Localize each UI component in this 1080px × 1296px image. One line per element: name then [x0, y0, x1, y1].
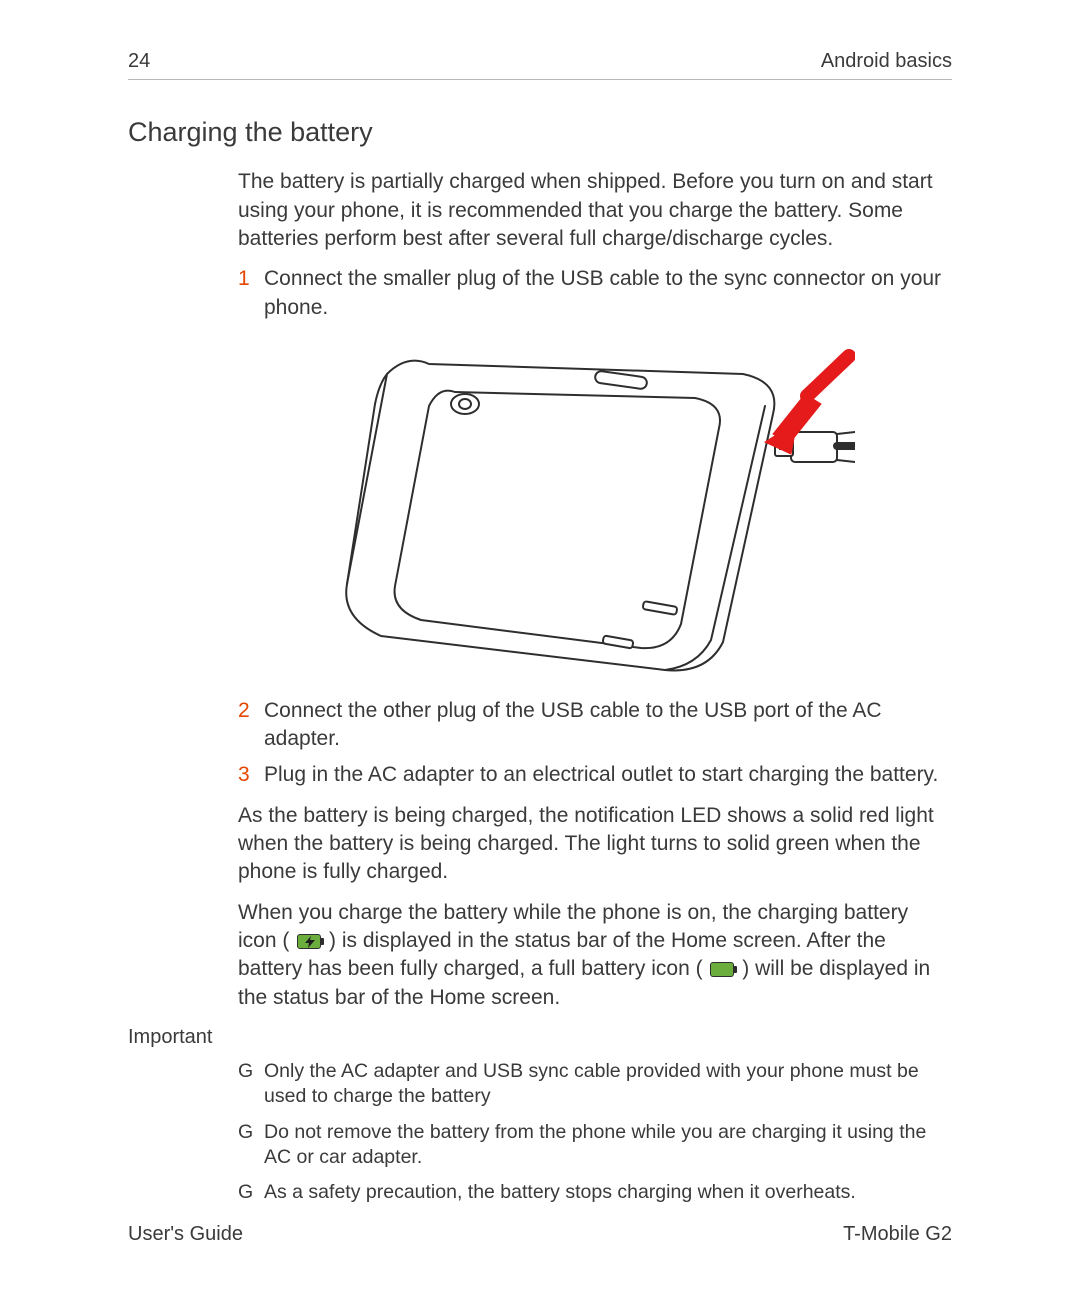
section-title: Charging the battery [128, 114, 952, 150]
steps-list: 1 Connect the smaller plug of the USB ca… [238, 265, 952, 322]
step-number: 2 [238, 697, 264, 754]
step-number: 1 [238, 265, 264, 322]
page-footer: User's Guide T-Mobile G2 [128, 1221, 952, 1248]
important-column: G Only the AC adapter and USB sync cable… [238, 1059, 952, 1206]
footer-left: User's Guide [128, 1221, 243, 1248]
body-column: The battery is partially charged when sh… [238, 168, 952, 1012]
footer-right: T-Mobile G2 [843, 1221, 952, 1248]
step-item: 1 Connect the smaller plug of the USB ca… [238, 265, 952, 322]
full-battery-icon [710, 962, 734, 977]
step-number: 3 [238, 761, 264, 789]
important-list: G Only the AC adapter and USB sync cable… [238, 1059, 952, 1206]
bullet-text: Only the AC adapter and USB sync cable p… [264, 1059, 952, 1110]
important-label: Important [128, 1024, 952, 1051]
page-header: 24 Android basics [128, 48, 952, 80]
step-item: 2 Connect the other plug of the USB cabl… [238, 697, 952, 754]
bullet-marker: G [238, 1180, 264, 1205]
step-text: Connect the smaller plug of the USB cabl… [264, 265, 952, 322]
phone-usb-figure [335, 334, 855, 682]
chapter-title: Android basics [821, 48, 952, 75]
charging-battery-icon [297, 934, 321, 949]
step-text: Plug in the AC adapter to an electrical … [264, 761, 952, 789]
led-paragraph: As the battery is being charged, the not… [238, 802, 952, 887]
bullet-text: Do not remove the battery from the phone… [264, 1120, 952, 1171]
step-text: Connect the other plug of the USB cable … [264, 697, 952, 754]
phone-illustration [335, 334, 855, 674]
bullet-item: G Only the AC adapter and USB sync cable… [238, 1059, 952, 1110]
steps-list-cont: 2 Connect the other plug of the USB cabl… [238, 697, 952, 790]
bullet-item: G Do not remove the battery from the pho… [238, 1120, 952, 1171]
bullet-text: As a safety precaution, the battery stop… [264, 1180, 952, 1205]
icon-paragraph: When you charge the battery while the ph… [238, 899, 952, 1012]
bullet-marker: G [238, 1120, 264, 1171]
step-item: 3 Plug in the AC adapter to an electrica… [238, 761, 952, 789]
page: 24 Android basics Charging the battery T… [128, 48, 952, 1248]
bullet-marker: G [238, 1059, 264, 1110]
bullet-item: G As a safety precaution, the battery st… [238, 1180, 952, 1205]
intro-paragraph: The battery is partially charged when sh… [238, 168, 952, 253]
page-number: 24 [128, 48, 150, 75]
